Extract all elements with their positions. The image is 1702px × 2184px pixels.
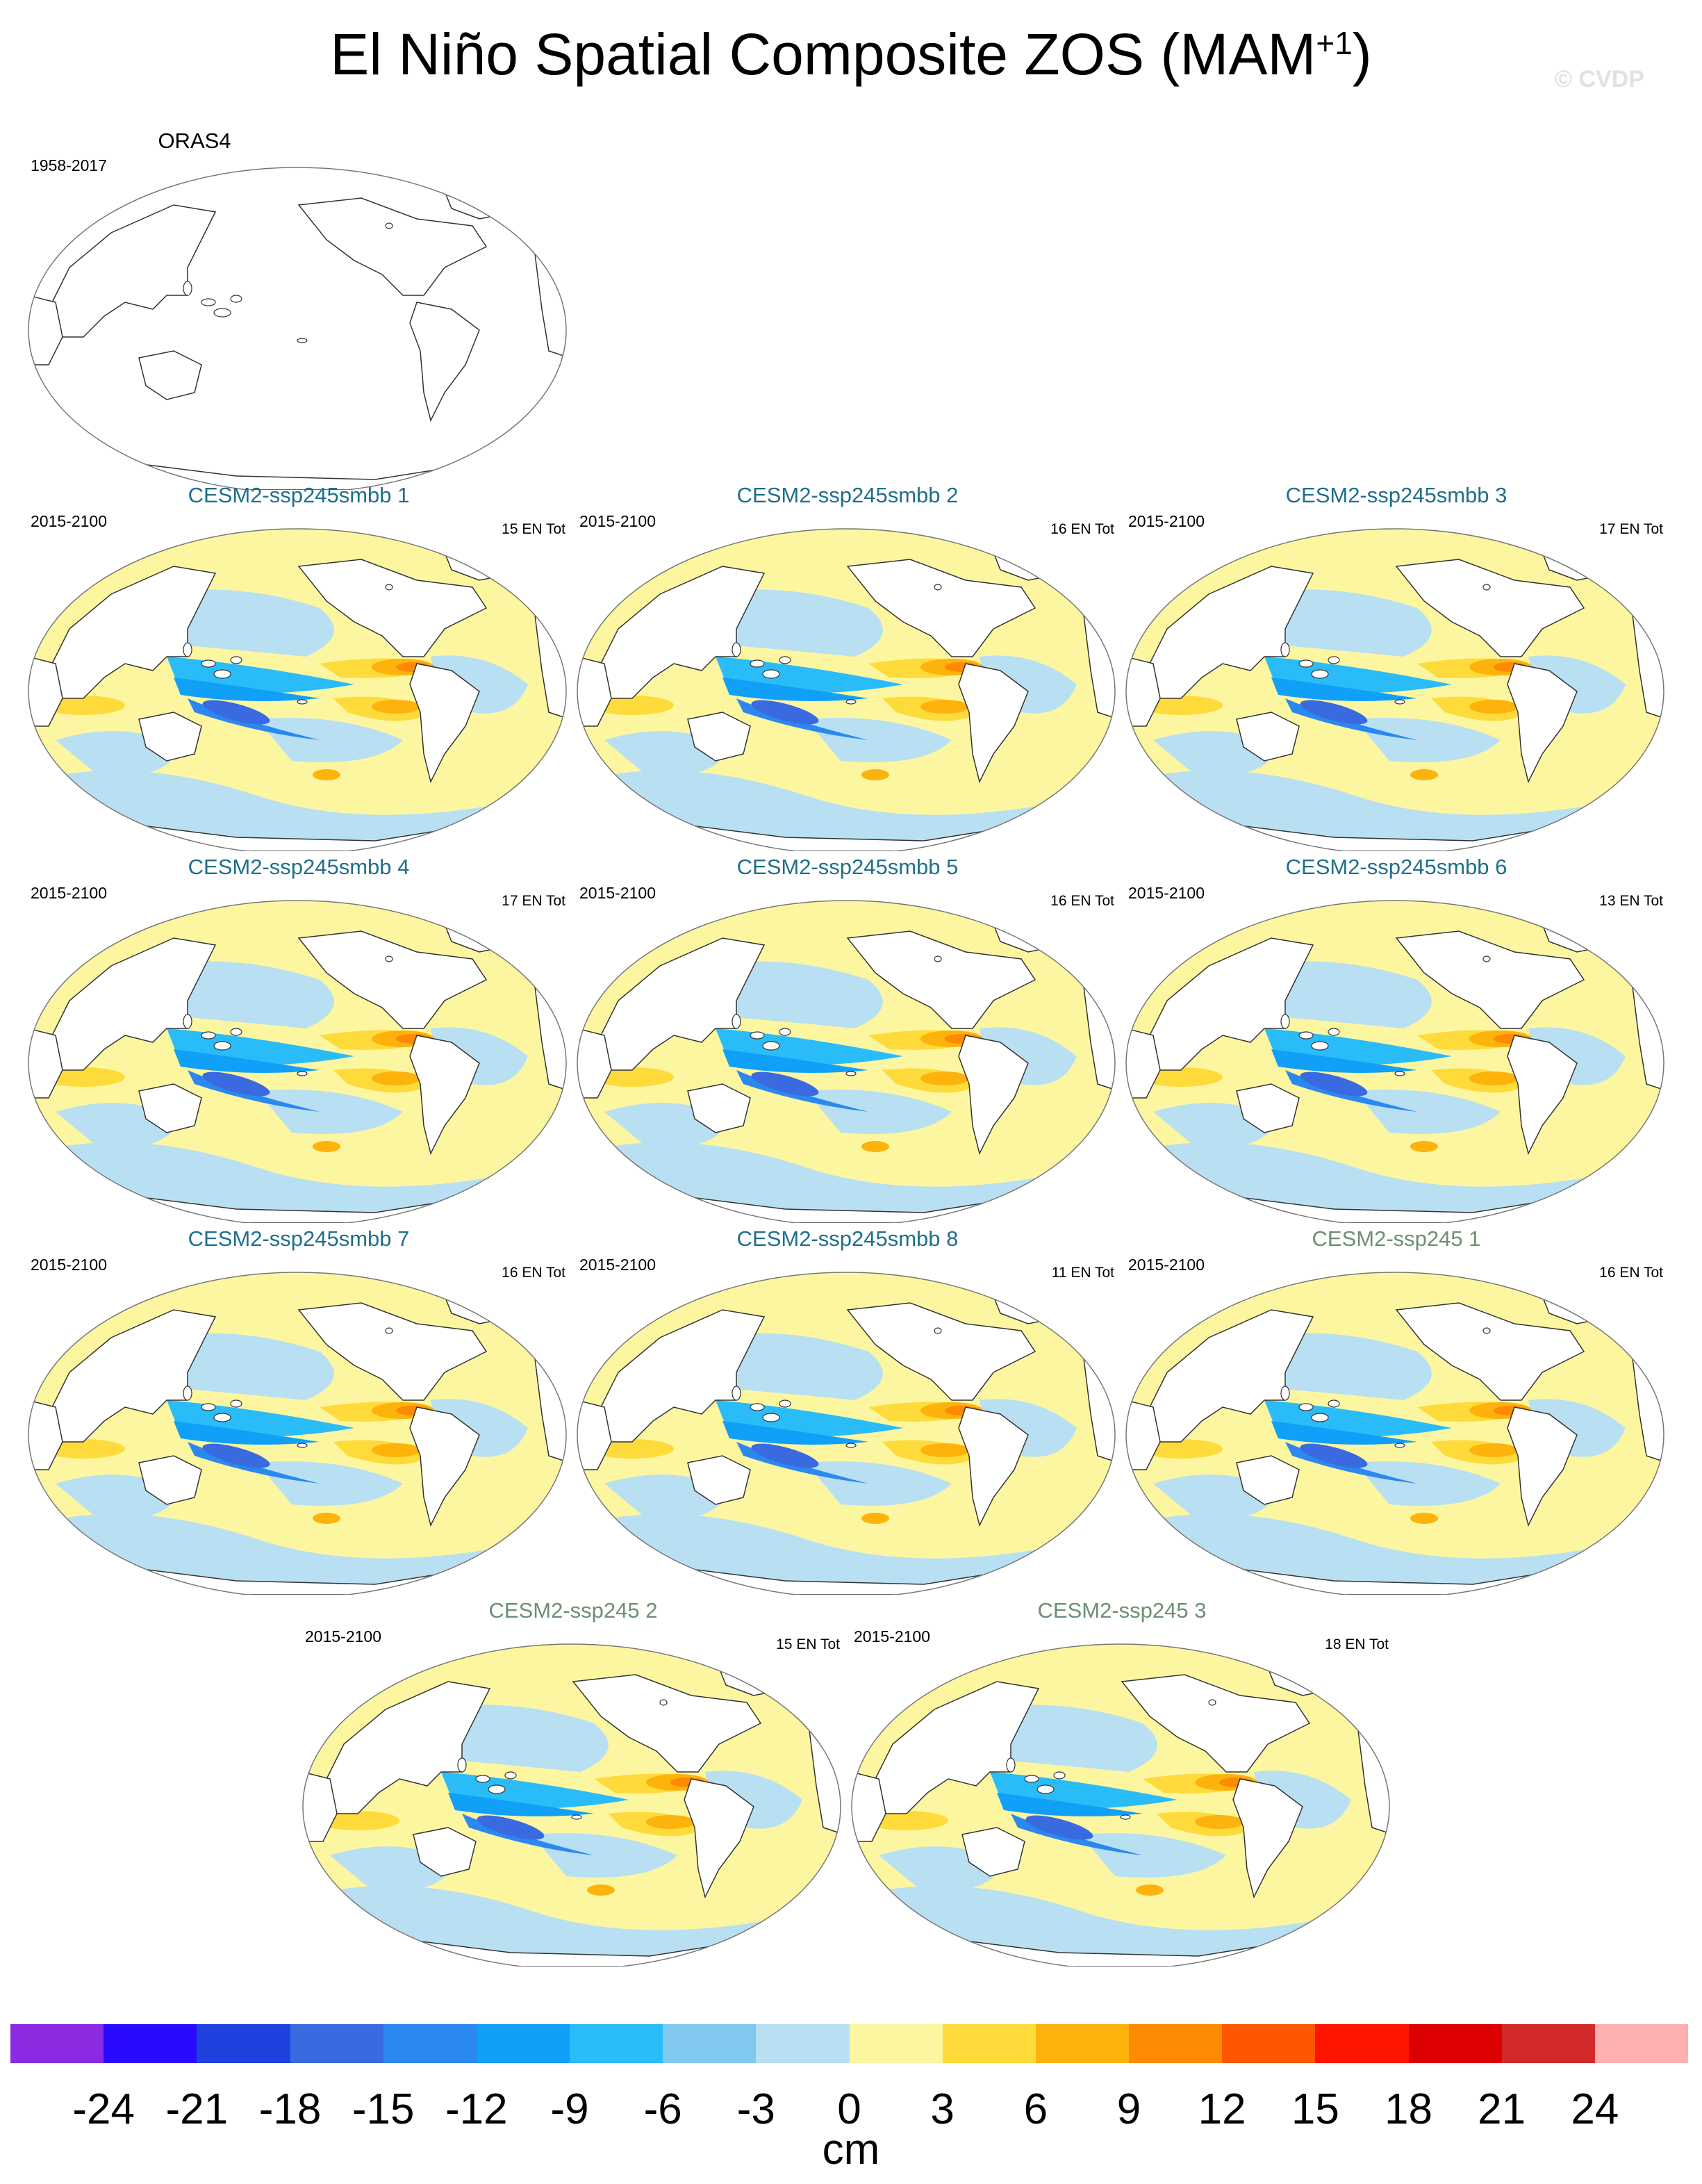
map-figure [28,167,567,490]
map-figure [577,528,1116,851]
panel-title: CESM2-ssp245smbb 7 [188,1226,410,1251]
map-panel: CESM2-ssp245 1 2015-2100 16 EN Tot [1125,1226,1667,1595]
map-figure [577,1272,1116,1595]
panel-years: 2015-2100 [579,512,656,530]
panel-en-tot: 17 EN Tot [502,893,565,909]
panel-en-tot: 15 EN Tot [776,1636,840,1652]
map-figure [28,900,567,1223]
colorbar-tick-label: 3 [930,2085,955,2133]
colorbar-tick-label: 6 [1023,2085,1048,2133]
panel-years: 2015-2100 [305,1627,381,1645]
colorbar-tick-label: -21 [165,2085,229,2133]
panel-title: CESM2-ssp245smbb 1 [188,483,410,507]
map-panel: CESM2-ssp245smbb 4 2015-2100 17 EN Tot [28,855,570,1223]
colorbar-swatch [10,2024,105,2063]
map-panel: CESM2-ssp245smbb 6 2015-2100 13 EN Tot [1125,855,1667,1223]
colorbar-tick-label: 21 [1478,2085,1526,2133]
map-figure [28,1272,567,1595]
colorbar-tick-label: -24 [72,2085,135,2133]
colorbar-swatch [756,2024,850,2063]
colorbar-tick-label: 9 [1116,2085,1141,2133]
panel-years: 2015-2100 [1128,884,1205,902]
map-panel: CESM2-ssp245 3 2015-2100 18 EN Tot [851,1598,1393,1967]
colorbar-tick-label: -3 [736,2085,775,2133]
panel-title: ORAS4 [158,129,231,153]
panel-en-tot: 11 EN Tot [1051,1265,1114,1281]
panel-years: 2015-2100 [31,512,107,530]
colorbar-swatch [197,2024,291,2063]
colorbar-swatch [1035,2024,1130,2063]
colorbar-swatch [290,2024,385,2063]
panel-title: CESM2-ssp245smbb 8 [736,1226,959,1251]
panel-en-tot: 13 EN Tot [1599,893,1663,909]
map-figure [302,1643,841,1967]
map-figure [577,900,1116,1223]
map-figure [1125,900,1664,1223]
colorbar-tick-label: -12 [445,2085,508,2133]
colorbar-swatch [1222,2024,1316,2063]
map-panel: CESM2-ssp245smbb 1 2015-2100 15 EN Tot [28,483,570,851]
panel-title: CESM2-ssp245 1 [1312,1226,1481,1251]
panel-title: CESM2-ssp245 2 [488,1598,658,1623]
map-panel: CESM2-ssp245smbb 2 2015-2100 16 EN Tot [577,483,1118,851]
colorbar-tick-label: -18 [258,2085,322,2133]
panel-years: 2015-2100 [579,884,656,902]
map-panel: CESM2-ssp245smbb 7 2015-2100 16 EN Tot [28,1226,570,1595]
panel-years: 2015-2100 [579,1256,656,1274]
colorbar-swatch [942,2024,1037,2063]
colorbar-tick-label: 24 [1571,2085,1619,2133]
map-figure [1125,528,1664,851]
colorbar-swatch [1408,2024,1503,2063]
panel-years: 1958-2017 [31,156,107,174]
colorbar-swatch [663,2024,757,2063]
colorbar-swatch [476,2024,571,2063]
map-panel-observation: ORAS4 1958-2017 [28,129,570,490]
colorbar-tick-label: 0 [837,2085,861,2133]
colorbar-units: cm [822,2126,880,2174]
panel-years: 2015-2100 [854,1627,930,1645]
map-figure [1125,1272,1664,1595]
colorbar-swatch [1129,2024,1223,2063]
panel-en-tot: 16 EN Tot [1050,521,1114,537]
panel-title: CESM2-ssp245 3 [1037,1598,1207,1623]
panel-en-tot: 15 EN Tot [502,521,565,537]
map-panel: CESM2-ssp245 2 2015-2100 15 EN Tot [302,1598,844,1967]
colorbar-swatch [104,2024,198,2063]
colorbar-tick-label: 15 [1291,2085,1339,2133]
panel-en-tot: 16 EN Tot [1050,893,1114,909]
map-figure [851,1643,1390,1967]
colorbar-tick-label: 12 [1198,2085,1246,2133]
panel-years: 2015-2100 [31,884,107,902]
colorbar-swatch [383,2024,478,2063]
colorbar-tick-label: -6 [643,2085,682,2133]
panel-en-tot: 16 EN Tot [1599,1265,1663,1281]
colorbar-swatch [1315,2024,1410,2063]
panel-title: CESM2-ssp245smbb 6 [1285,855,1507,879]
panel-en-tot: 17 EN Tot [1599,521,1663,537]
colorbar-tick-label: 18 [1385,2085,1432,2133]
page-title: El Niño Spatial Composite ZOS (MAM+1) [330,22,1372,87]
panel-en-tot: 16 EN Tot [502,1265,565,1281]
panel-years: 2015-2100 [1128,512,1205,530]
colorbar-tick-label: -9 [550,2085,589,2133]
map-figure [28,528,567,851]
colorbar-tick-label: -15 [352,2085,415,2133]
panel-years: 2015-2100 [1128,1256,1205,1274]
colorbar-swatch [570,2024,664,2063]
panel-en-tot: 18 EN Tot [1325,1636,1389,1652]
colorbar-swatch [1594,2024,1689,2063]
map-panel: CESM2-ssp245smbb 3 2015-2100 17 EN Tot [1125,483,1667,851]
panel-title: CESM2-ssp245smbb 2 [736,483,959,507]
copyright-label: © CVDP [1555,66,1644,92]
colorbar-swatch [1501,2024,1596,2063]
map-panel: CESM2-ssp245smbb 5 2015-2100 16 EN Tot [577,855,1118,1223]
panel-title: CESM2-ssp245smbb 5 [736,855,959,879]
panel-title: CESM2-ssp245smbb 3 [1285,483,1507,507]
map-panel: CESM2-ssp245smbb 8 2015-2100 11 EN Tot [577,1226,1118,1595]
panel-years: 2015-2100 [31,1256,107,1274]
colorbar-swatch [849,2024,944,2063]
panel-title: CESM2-ssp245smbb 4 [188,855,410,879]
